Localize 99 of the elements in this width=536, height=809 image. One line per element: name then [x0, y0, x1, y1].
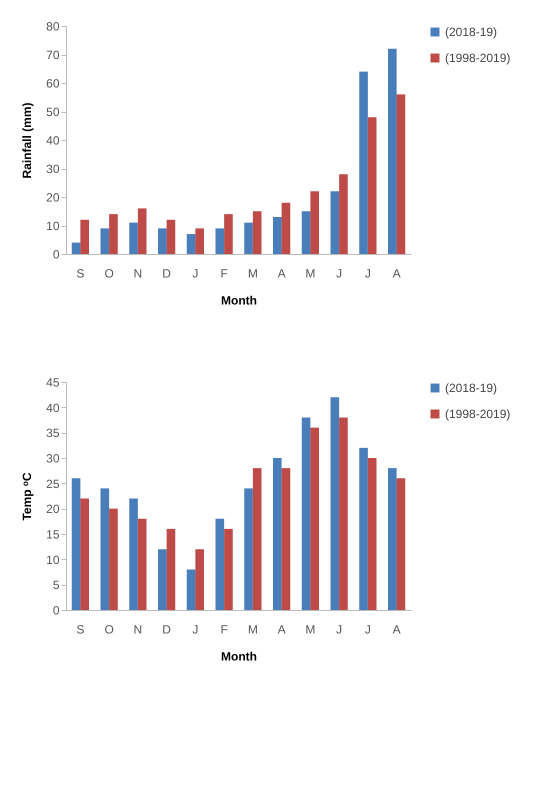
bar [80, 220, 89, 254]
x-tick-label: F [220, 622, 228, 636]
bar [166, 220, 176, 254]
x-tick-label: A [392, 622, 401, 636]
x-tick-label: J [364, 266, 371, 280]
bar [388, 468, 397, 610]
bar [138, 208, 146, 254]
y-tick-label: 80 [46, 20, 60, 34]
bar [100, 228, 110, 254]
bar [244, 222, 253, 254]
x-tick-label: M [305, 622, 316, 636]
bar [138, 518, 146, 610]
bar [166, 528, 176, 610]
bar [368, 117, 376, 254]
x-tick-label: A [278, 266, 286, 280]
x-tick-label: A [278, 622, 286, 636]
bar [195, 549, 204, 610]
y-tick-label: 25 [46, 476, 60, 491]
x-tick-label: J [192, 622, 198, 636]
bar [359, 72, 368, 254]
bar [388, 48, 397, 254]
bar [216, 228, 224, 254]
y-tick-label: 20 [46, 502, 60, 516]
legend-label: (2018-19) [445, 25, 498, 39]
bar [109, 508, 118, 610]
y-tick-label: 45 [46, 376, 60, 390]
x-tick-label: M [248, 622, 258, 636]
bar [252, 468, 262, 610]
bar [396, 94, 406, 254]
x-tick-label: S [76, 266, 84, 280]
bar [310, 191, 319, 254]
bar [195, 228, 204, 254]
y-tick-label: 70 [46, 48, 60, 62]
y-tick-label: 0 [52, 604, 60, 618]
y-tick-label: 60 [46, 76, 60, 90]
y-tick-label: 40 [46, 134, 60, 148]
bar [109, 214, 118, 254]
bar [359, 448, 368, 610]
y-tick-label: 35 [46, 426, 60, 440]
legend-label: (1998-2019) [445, 407, 510, 421]
y-tick-label: 5 [52, 578, 60, 592]
y-axis-title: Rainfall (mm) [20, 102, 34, 179]
x-tick-label: J [364, 622, 371, 636]
y-tick-label: 50 [46, 105, 60, 119]
bar [186, 234, 196, 254]
bar [224, 528, 233, 610]
bar [339, 174, 348, 254]
bar [330, 397, 340, 610]
bar [302, 417, 310, 610]
y-axis-title: Temp ᵒC [20, 472, 34, 521]
bar [368, 458, 376, 610]
x-tick-label: O [104, 622, 114, 636]
x-tick-label: A [392, 266, 401, 280]
y-tick-label: 40 [46, 400, 60, 415]
bar [129, 498, 138, 610]
bar [158, 228, 167, 254]
bar [310, 428, 319, 610]
x-tick-label: S [76, 622, 84, 636]
bar [282, 202, 290, 254]
y-tick-label: 30 [46, 162, 60, 176]
x-tick-label: O [104, 266, 114, 280]
bar [224, 214, 233, 254]
bar [72, 478, 80, 610]
bar [100, 488, 110, 610]
x-tick-label: N [134, 266, 142, 280]
bar [273, 216, 282, 254]
y-tick-label: 0 [52, 248, 60, 262]
x-tick-label: D [162, 622, 172, 636]
bar [158, 549, 167, 610]
bar [216, 518, 224, 610]
y-tick-label: 10 [46, 219, 60, 233]
bar [129, 222, 138, 254]
x-tick-label: M [248, 266, 258, 280]
bar [252, 211, 262, 254]
y-tick-label: 20 [46, 190, 60, 204]
bar [302, 211, 310, 254]
bar [282, 468, 290, 610]
x-axis-title: Month [221, 650, 257, 664]
x-tick-label: N [134, 622, 142, 636]
bar [273, 458, 282, 610]
x-tick-label: M [305, 266, 316, 280]
bar [244, 488, 253, 610]
x-tick-label: J [192, 266, 198, 280]
x-tick-label: F [220, 266, 228, 280]
bar [396, 478, 406, 610]
x-tick-label: D [162, 266, 172, 280]
x-axis-title: Month [221, 294, 257, 308]
x-tick-label: J [336, 622, 342, 636]
legend-label: (2018-19) [445, 381, 498, 395]
bar [72, 242, 80, 254]
bar [330, 191, 340, 254]
y-tick-label: 15 [46, 528, 60, 542]
x-tick-label: J [336, 266, 342, 280]
bar [80, 498, 89, 610]
y-tick-label: 30 [46, 452, 60, 466]
legend-label: (1998-2019) [445, 51, 510, 65]
bar [186, 569, 196, 610]
bar [339, 417, 348, 610]
y-tick-label: 10 [46, 552, 60, 567]
